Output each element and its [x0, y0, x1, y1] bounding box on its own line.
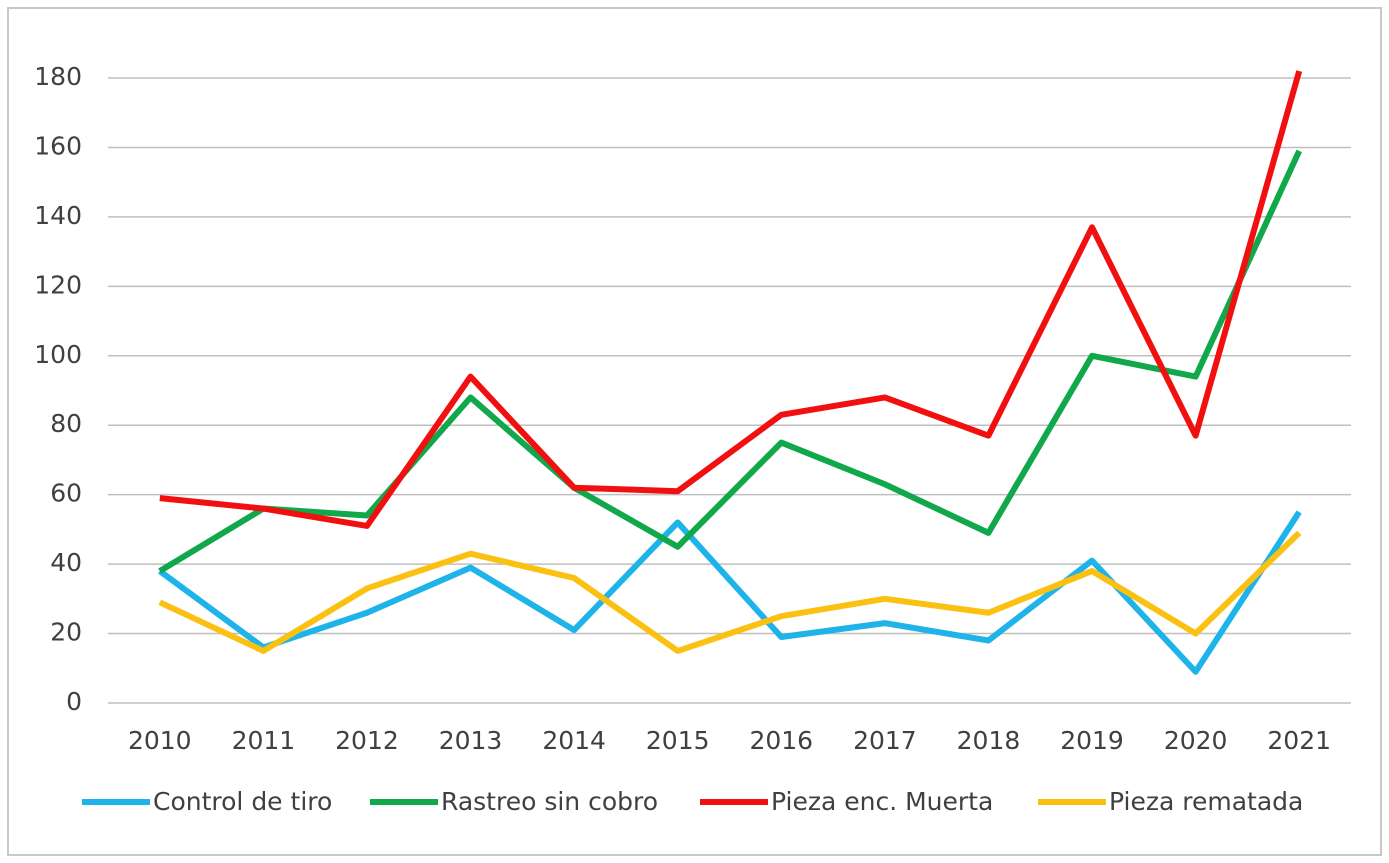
y-tick-label: 60	[50, 479, 82, 508]
data-line	[159, 70, 1303, 529]
data-line	[158, 149, 1302, 574]
x-tick-label: 2016	[749, 726, 813, 755]
x-tick-label: 2012	[335, 726, 399, 755]
y-tick-label: 0	[66, 687, 82, 716]
chart-border	[7, 7, 1382, 856]
x-tick-label: 2013	[439, 726, 503, 755]
y-tick-label: 120	[34, 270, 82, 299]
x-tick-label: 2010	[128, 726, 192, 755]
x-tick-label: 2017	[853, 726, 917, 755]
x-tick-label: 2021	[1267, 726, 1331, 755]
x-tick-label: 2015	[646, 726, 710, 755]
y-tick-label: 100	[34, 340, 82, 369]
legend-label: Pieza enc. Muerta	[771, 787, 993, 816]
x-tick-label: 2019	[1060, 726, 1124, 755]
y-tick-label: 160	[34, 131, 82, 160]
x-tick-label: 2018	[957, 726, 1021, 755]
y-tick-label: 180	[34, 62, 82, 91]
y-tick-label: 20	[50, 618, 82, 647]
legend-label: Control de tiro	[153, 787, 332, 816]
x-tick-label: 2020	[1164, 726, 1228, 755]
y-tick-label: 40	[50, 548, 82, 577]
data-line	[158, 530, 1302, 654]
legend-label: Pieza rematada	[1109, 787, 1303, 816]
y-tick-label: 80	[50, 409, 82, 438]
y-tick-label: 140	[34, 201, 82, 230]
x-tick-label: 2014	[542, 726, 606, 755]
legend-label: Rastreo sin cobro	[441, 787, 658, 816]
x-tick-label: 2011	[232, 726, 296, 755]
